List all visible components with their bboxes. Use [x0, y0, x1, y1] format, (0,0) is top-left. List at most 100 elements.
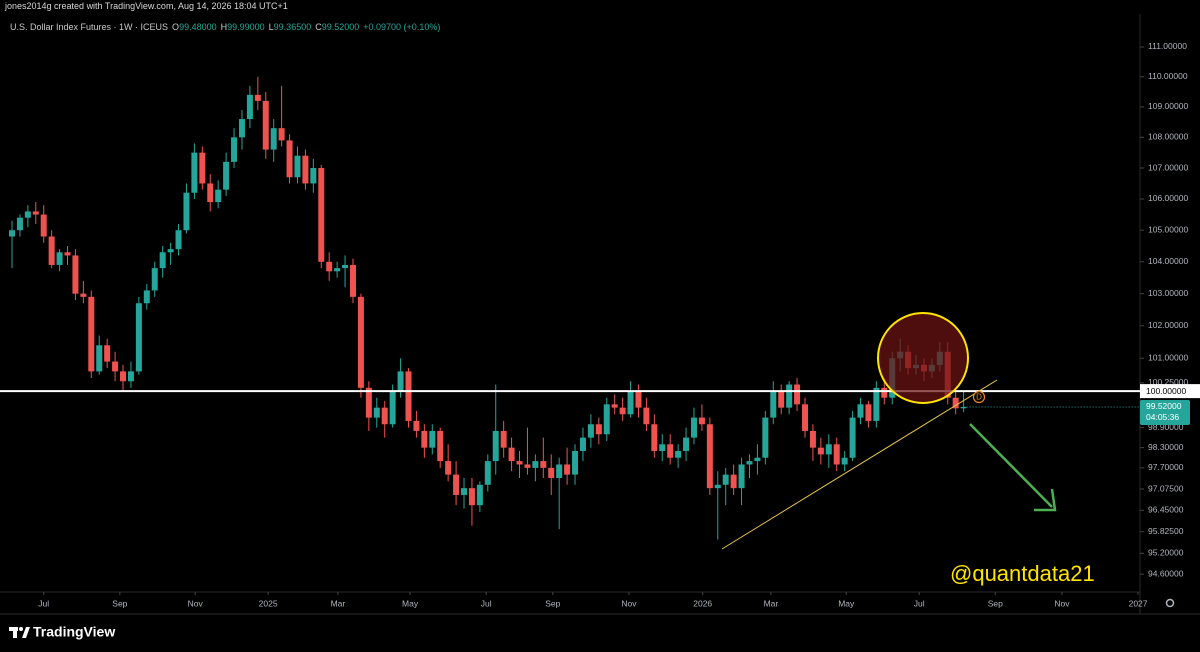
y-tick-label: 97.70000 [1148, 462, 1184, 472]
axes: 111.00000 110.00000 109.00000 108.00000 107.… [38, 41, 1188, 608]
ohlc-key: O [172, 22, 180, 32]
candle-body [429, 430, 436, 448]
ohlc-key: C [315, 22, 322, 32]
x-tick-label: Mar [764, 598, 779, 608]
y-tick-label: 95.82500 [1148, 526, 1184, 536]
candle-body [238, 119, 245, 138]
candle-body [56, 252, 63, 265]
x-tick-label: Sep [545, 598, 560, 608]
candle-body [254, 94, 261, 101]
candle-body [270, 128, 277, 150]
last-price-box [1140, 399, 1190, 425]
candle-body [532, 461, 539, 468]
candle-body [825, 444, 832, 455]
ohlc-value: 99.52000 [321, 22, 360, 32]
countdown-label: 04:05:36 [1146, 412, 1179, 422]
settings-icon[interactable] [1165, 598, 1175, 608]
y-tick-label: 106.00000 [1148, 193, 1188, 203]
candle-body [262, 100, 269, 150]
candle-body [516, 461, 523, 465]
ohlc-item: L99.36500 [269, 22, 312, 32]
candle-body [159, 252, 166, 269]
hline-label: 100.00000 [1146, 386, 1186, 396]
logo-part [13, 627, 17, 638]
candle-body [334, 268, 341, 272]
candle-body [730, 474, 737, 489]
candle-body [223, 161, 230, 190]
candle-body [952, 397, 959, 409]
candle-body [786, 384, 793, 408]
candle-body [587, 424, 594, 438]
candle-body [175, 230, 182, 250]
candle-body [445, 461, 452, 475]
last-price-label: 99.52000 [1146, 401, 1182, 411]
candle-body [9, 230, 15, 237]
x-tick-label: Nov [188, 598, 204, 608]
y-tick-label: 108.00000 [1148, 132, 1188, 142]
x-tick-label: Jul [481, 598, 492, 608]
settings-gear[interactable] [1165, 598, 1175, 608]
candle-body [572, 451, 579, 475]
marker-label: D [976, 393, 982, 402]
candle-body [873, 387, 880, 421]
candle-body [841, 457, 848, 465]
candle-body [357, 296, 364, 388]
x-tick-label: Jul [38, 598, 49, 608]
x-tick-label: 2027 [1129, 598, 1148, 608]
candle-body [191, 152, 198, 193]
x-tick-label: Jul [914, 598, 925, 608]
candle-body [817, 447, 824, 455]
candle-body [167, 249, 174, 253]
candle-body [484, 461, 491, 485]
candle-body [88, 296, 95, 372]
candle-body [524, 464, 531, 468]
candle-body [16, 217, 23, 231]
candle-body [500, 430, 507, 448]
candle-body [24, 211, 31, 218]
candle-body [738, 464, 745, 489]
candle-body [778, 391, 785, 408]
overlay: D @quantdata21 [721, 312, 1095, 586]
candle-body [405, 371, 412, 421]
ohlc-item: O99.48000 [172, 22, 217, 32]
candle-body [564, 464, 571, 475]
candle-body [770, 391, 777, 418]
candle-body [32, 211, 39, 215]
x-tick-label: 2025 [259, 598, 278, 608]
arrow-shaft [969, 423, 1053, 508]
legend-row: U.S. Dollar Index Futures · 1W · ICEUS O… [10, 22, 440, 32]
candle-body [635, 391, 642, 408]
candle-body [659, 444, 666, 452]
candle-body [64, 252, 71, 256]
y-tick-label: 98.30000 [1148, 442, 1184, 452]
candle-body [135, 303, 142, 372]
candle-body [96, 345, 103, 372]
y-tick-label: 101.00000 [1148, 353, 1188, 363]
candle-body [294, 155, 301, 178]
candle-body [48, 236, 55, 265]
candle-body [326, 261, 333, 272]
candle-body [857, 404, 864, 418]
y-tick-label: 110.00000 [1148, 71, 1188, 81]
candle-body [246, 94, 253, 120]
candle-body [461, 488, 468, 495]
candle-body [151, 268, 158, 291]
candle-body [643, 407, 650, 425]
candle-body [540, 461, 547, 468]
candle-body [508, 447, 515, 462]
x-tick-label: 2026 [693, 598, 712, 608]
candle-body [231, 137, 238, 162]
ohlc-item: C99.52000 [315, 22, 359, 32]
candle-body [492, 430, 499, 462]
candle-body [373, 407, 380, 418]
candle-body [675, 451, 682, 458]
credit-line: jones2014g created with TradingView.com,… [5, 1, 288, 11]
x-tick-label: Sep [988, 598, 1003, 608]
y-tick-label: 107.00000 [1148, 162, 1188, 172]
candle-body [302, 155, 309, 184]
y-tick-label: 94.60000 [1148, 568, 1184, 578]
y-tick-label: 100.25000 [1148, 377, 1188, 387]
marker-circle [972, 390, 986, 404]
